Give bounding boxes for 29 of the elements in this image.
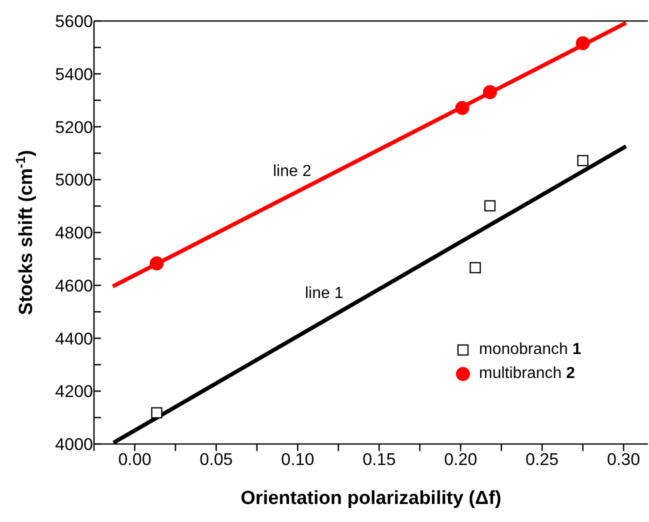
y-tick-label: 4200 [55, 382, 93, 402]
point [150, 256, 164, 270]
y-tick-label: 5400 [55, 64, 93, 84]
x-tick-label: 0.00 [118, 450, 152, 470]
legend-label: multibranch 2 [479, 365, 576, 382]
point [482, 85, 497, 100]
point [455, 100, 470, 115]
x-tick-label: 0.25 [526, 450, 559, 470]
y-tick-label: 5200 [55, 118, 93, 137]
point [470, 262, 481, 274]
point [151, 407, 162, 418]
y-tick-label: 4000 [55, 435, 93, 454]
x-axis-title: Orientation polarizability (Δf) [240, 488, 502, 509]
y-tick-label: 4600 [55, 276, 93, 296]
point [484, 200, 496, 212]
y-tick-label: 4800 [55, 224, 93, 243]
y-tick-label: 4400 [55, 329, 93, 348]
y-tick-label: 5600 [55, 12, 93, 32]
x-tick-label: 0.15 [362, 450, 396, 470]
x-tick-label: 0.20 [444, 450, 478, 470]
point [577, 154, 588, 166]
x-tick-label: 0.05 [200, 450, 233, 470]
x-tick-label: 0.30 [607, 450, 640, 470]
point [576, 36, 590, 50]
x-tick-label: 0.10 [281, 450, 314, 470]
y-tick-label: 5000 [55, 170, 93, 190]
legend-label: monobranch 1 [479, 341, 582, 358]
annotation: line 1 [305, 285, 344, 303]
annotation: line 2 [273, 163, 312, 181]
